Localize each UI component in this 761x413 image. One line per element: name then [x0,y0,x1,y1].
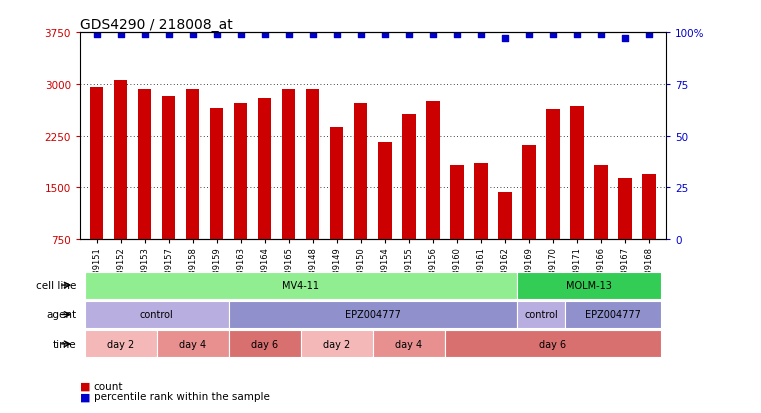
Bar [565,301,661,328]
Text: day 6: day 6 [251,339,279,349]
Bar [84,301,229,328]
Text: EPZ004777: EPZ004777 [345,310,401,320]
Point [643,32,655,38]
Bar [373,330,445,358]
Point [547,32,559,38]
Text: cell line: cell line [36,280,76,290]
Point [139,32,151,38]
Text: control: control [140,310,174,320]
Bar [258,98,272,291]
Text: GDS4290 / 218008_at: GDS4290 / 218008_at [80,18,233,32]
Bar [306,90,320,291]
Text: day 4: day 4 [179,339,206,349]
Text: EPZ004777: EPZ004777 [585,310,641,320]
Text: day 4: day 4 [396,339,422,349]
Bar [517,272,661,299]
Point [91,32,103,38]
Point [427,32,439,38]
Text: control: control [524,310,558,320]
Bar [451,166,463,291]
Bar [619,178,632,291]
Bar [114,81,127,291]
Point [475,32,487,38]
Point [283,32,295,38]
Point [115,32,127,38]
Point [331,32,343,38]
Bar [445,330,661,358]
Bar [186,90,199,291]
Text: MOLM-13: MOLM-13 [566,280,612,290]
Text: day 2: day 2 [323,339,351,349]
Text: percentile rank within the sample: percentile rank within the sample [94,392,269,401]
Bar [594,166,607,291]
Point [379,32,391,38]
Bar [282,90,295,291]
Bar [355,104,368,291]
Text: ■: ■ [80,381,91,391]
Point [499,36,511,43]
Point [211,32,223,38]
Bar [403,115,416,291]
Bar [330,127,343,291]
Point [619,36,631,43]
Point [234,32,247,38]
Point [307,32,319,38]
Point [259,32,271,38]
Bar [426,102,440,291]
Bar [210,109,224,291]
Bar [229,301,517,328]
Bar [157,330,229,358]
Text: time: time [53,339,76,349]
Bar [642,174,656,291]
Point [163,32,175,38]
Bar [474,163,488,291]
Bar [139,90,151,291]
Point [451,32,463,38]
Bar [546,109,559,291]
Point [403,32,415,38]
Bar [571,107,584,291]
Bar [84,330,157,358]
Text: day 2: day 2 [107,339,135,349]
Point [186,32,199,38]
Bar [234,104,247,291]
Bar [229,330,301,358]
Bar [90,88,103,291]
Bar [522,145,536,291]
Text: agent: agent [46,310,76,320]
Bar [162,96,175,291]
Text: ■: ■ [80,392,91,401]
Text: count: count [94,381,123,391]
Bar [84,272,517,299]
Bar [301,330,373,358]
Bar [498,193,511,291]
Point [571,32,583,38]
Bar [378,142,391,291]
Text: day 6: day 6 [540,339,567,349]
Point [355,32,367,38]
Bar [517,301,565,328]
Point [595,32,607,38]
Text: MV4-11: MV4-11 [282,280,320,290]
Point [523,32,535,38]
